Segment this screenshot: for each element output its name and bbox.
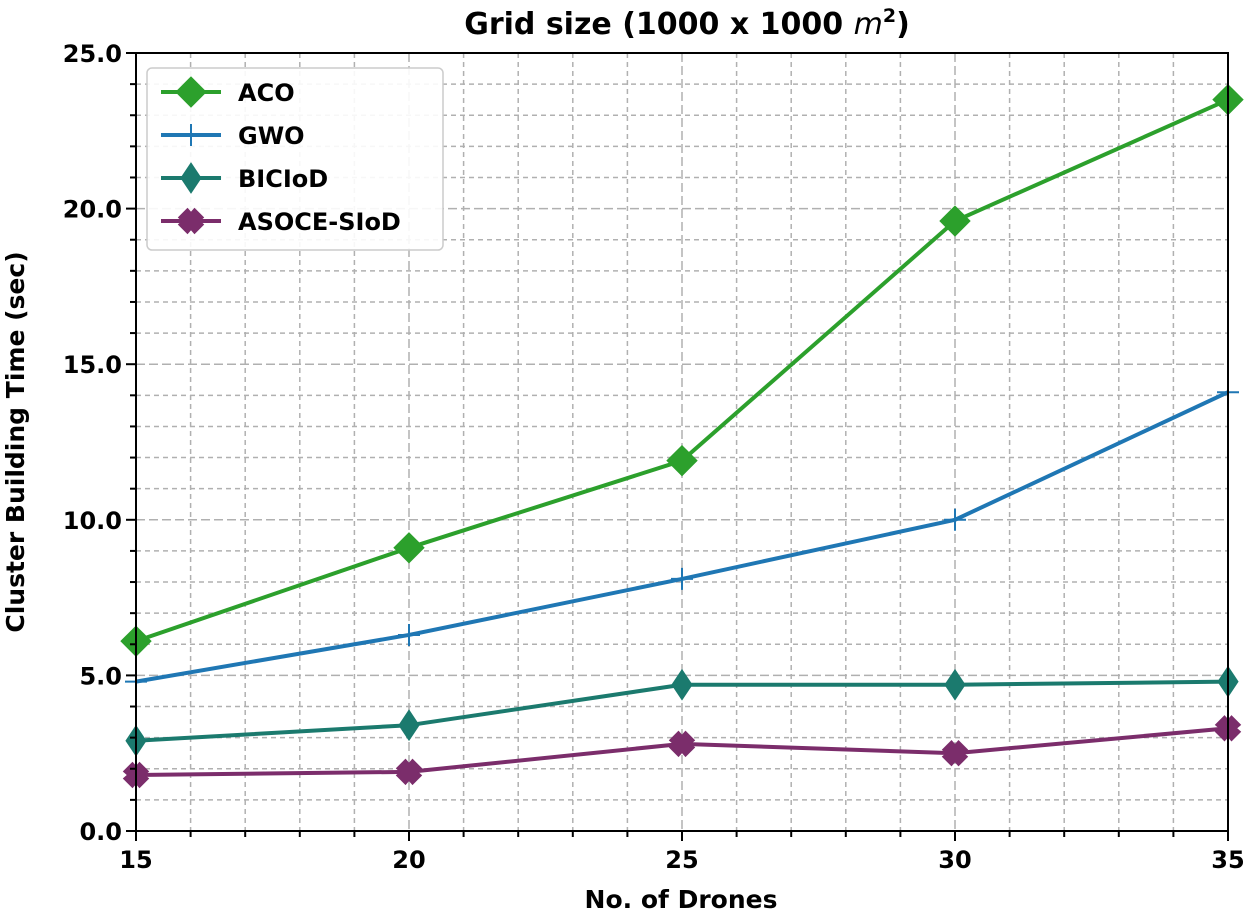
- x-tick-label: 35: [1211, 846, 1244, 874]
- data-point-aco: [393, 532, 425, 564]
- data-point-biciod: [671, 668, 693, 701]
- data-point-gwo: [944, 508, 966, 531]
- data-point-biciod: [944, 668, 966, 701]
- legend-marker-aco: [175, 76, 207, 108]
- legend: ACO GWO BICIoD ASOCE-SIoD: [146, 67, 444, 251]
- data-point-gwo: [671, 567, 693, 590]
- data-point-asoce-siod: [395, 758, 423, 786]
- y-tick-label: 15.0: [63, 351, 122, 379]
- legend-label-gwo: GWO: [238, 122, 305, 150]
- data-point-asoce-siod: [941, 739, 969, 767]
- y-tick-label: 10.0: [63, 507, 122, 535]
- data-point-biciod: [398, 709, 420, 742]
- series-markers: [120, 83, 1244, 789]
- legend-label-biciod: BICIoD: [238, 165, 328, 193]
- x-axis-title: No. of Drones: [585, 885, 778, 914]
- legend-box: [146, 67, 444, 251]
- legend-marker-gwo: [180, 124, 202, 146]
- y-tick-label: 5.0: [79, 662, 122, 690]
- y-tick-label: 25.0: [63, 40, 122, 68]
- legend-label-asoce-siod: ASOCE-SIoD: [238, 208, 401, 236]
- x-tick-label: 15: [119, 846, 152, 874]
- data-point-asoce-siod: [668, 730, 696, 758]
- legend-marker-asoce-siod: [177, 207, 205, 235]
- y-axis-title: Cluster Building Time (sec): [1, 251, 30, 632]
- y-tick-label: 0.0: [79, 818, 122, 846]
- data-point-aco: [666, 444, 698, 477]
- x-tick-label: 25: [665, 846, 698, 874]
- chart-title: Grid size (1000 x 1000 m2): [464, 5, 910, 42]
- y-tick-label: 20.0: [63, 196, 122, 224]
- x-tick-label: 20: [392, 846, 425, 874]
- legend-marker-biciod: [180, 162, 202, 194]
- grid-lines: [135, 52, 1229, 832]
- legend-label-aco: ACO: [238, 79, 295, 107]
- axis-ticks: 15 20 25 30 35 0.0 5.0 10.0 15.0 20.0 25.0: [63, 40, 1245, 874]
- data-point-aco: [939, 205, 971, 237]
- x-tick-label: 30: [938, 846, 971, 874]
- data-point-gwo: [398, 623, 420, 646]
